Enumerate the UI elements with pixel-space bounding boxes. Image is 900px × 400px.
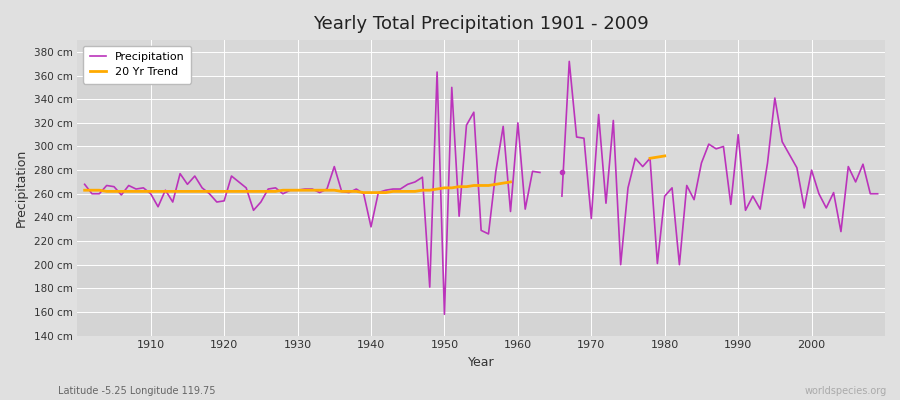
20 Yr Trend xyxy=(189,189,200,194)
Precipitation xyxy=(432,70,443,74)
Bar xyxy=(77,265,885,288)
Bar xyxy=(77,312,885,336)
Bar xyxy=(77,217,885,241)
Precipitation xyxy=(79,182,90,187)
Title: Yearly Total Precipitation 1901 - 2009: Yearly Total Precipitation 1901 - 2009 xyxy=(313,15,649,33)
20 Yr Trend xyxy=(358,190,369,195)
20 Yr Trend xyxy=(395,189,406,194)
Y-axis label: Precipitation: Precipitation xyxy=(15,149,28,227)
Bar xyxy=(77,123,885,146)
Precipitation xyxy=(535,170,545,175)
Precipitation xyxy=(292,188,303,193)
20 Yr Trend xyxy=(505,180,516,184)
Bar xyxy=(77,288,885,312)
Precipitation xyxy=(204,191,215,196)
Line: 20 Yr Trend: 20 Yr Trend xyxy=(85,182,510,192)
Legend: Precipitation, 20 Yr Trend: Precipitation, 20 Yr Trend xyxy=(83,46,192,84)
20 Yr Trend xyxy=(79,188,90,193)
Line: Precipitation: Precipitation xyxy=(85,72,540,314)
20 Yr Trend xyxy=(123,189,134,194)
Bar xyxy=(77,170,885,194)
Bar xyxy=(77,241,885,265)
20 Yr Trend xyxy=(145,189,156,194)
Bar xyxy=(77,146,885,170)
X-axis label: Year: Year xyxy=(468,356,494,369)
Text: Latitude -5.25 Longitude 119.75: Latitude -5.25 Longitude 119.75 xyxy=(58,386,216,396)
Bar xyxy=(77,52,885,76)
Precipitation xyxy=(219,198,230,203)
Precipitation xyxy=(395,187,406,192)
Precipitation xyxy=(439,312,450,317)
Text: worldspecies.org: worldspecies.org xyxy=(805,386,886,396)
20 Yr Trend xyxy=(300,188,310,193)
Bar xyxy=(77,194,885,217)
Bar xyxy=(77,99,885,123)
Precipitation xyxy=(307,187,318,192)
Bar xyxy=(77,76,885,99)
20 Yr Trend xyxy=(94,188,104,193)
Precipitation xyxy=(527,169,538,174)
